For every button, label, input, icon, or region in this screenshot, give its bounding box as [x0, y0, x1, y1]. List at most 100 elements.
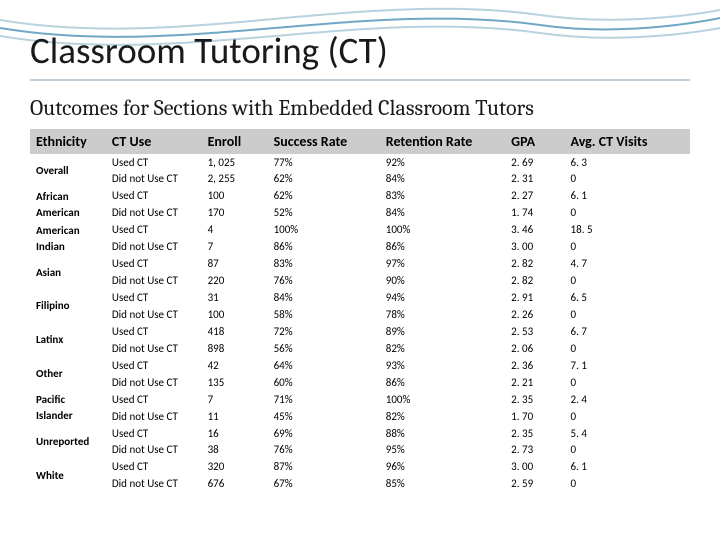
gpa-cell: 2. 53	[505, 323, 564, 340]
success-cell: 71%	[268, 391, 380, 408]
outcomes-table: Ethnicity CT Use Enroll Success Rate Ret…	[30, 129, 690, 493]
visits-cell: 6. 1	[565, 459, 690, 476]
visits-cell: 0	[565, 442, 690, 459]
ct-use-cell: Used CT	[106, 154, 202, 171]
col-ethnicity: Ethnicity	[30, 129, 106, 154]
enroll-cell: 16	[202, 425, 268, 442]
table-row: Did not Use CT10058%78%2. 260	[30, 306, 690, 323]
table-row: LatinxUsed CT41872%89%2. 536. 7	[30, 323, 690, 340]
enroll-cell: 418	[202, 323, 268, 340]
ethnicity-label: White	[30, 459, 106, 493]
table-row: Pacific IslanderUsed CT771%100%2. 352. 4	[30, 391, 690, 408]
gpa-cell: 2. 21	[505, 374, 564, 391]
col-retention: Retention Rate	[380, 129, 505, 154]
table-row: FilipinoUsed CT3184%94%2. 916. 5	[30, 290, 690, 307]
ct-use-cell: Used CT	[106, 323, 202, 340]
visits-cell: 4. 7	[565, 256, 690, 273]
ct-use-cell: Did not Use CT	[106, 239, 202, 256]
ct-use-cell: Did not Use CT	[106, 442, 202, 459]
col-ct-use: CT Use	[106, 129, 202, 154]
retention-cell: 78%	[380, 306, 505, 323]
table-header-row: Ethnicity CT Use Enroll Success Rate Ret…	[30, 129, 690, 154]
col-enroll: Enroll	[202, 129, 268, 154]
success-cell: 67%	[268, 476, 380, 493]
retention-cell: 95%	[380, 442, 505, 459]
visits-cell: 0	[565, 476, 690, 493]
ethnicity-label: Overall	[30, 154, 106, 188]
ct-use-cell: Did not Use CT	[106, 476, 202, 493]
enroll-cell: 170	[202, 205, 268, 222]
visits-cell: 0	[565, 205, 690, 222]
visits-cell: 6. 3	[565, 154, 690, 171]
ethnicity-label: Filipino	[30, 290, 106, 324]
visits-cell: 0	[565, 239, 690, 256]
enroll-cell: 31	[202, 290, 268, 307]
retention-cell: 84%	[380, 171, 505, 188]
ct-use-cell: Did not Use CT	[106, 340, 202, 357]
enroll-cell: 7	[202, 391, 268, 408]
ct-use-cell: Used CT	[106, 459, 202, 476]
visits-cell: 18. 5	[565, 222, 690, 239]
enroll-cell: 38	[202, 442, 268, 459]
gpa-cell: 3. 00	[505, 459, 564, 476]
success-cell: 84%	[268, 290, 380, 307]
table-row: Did not Use CT17052%84%1. 740	[30, 205, 690, 222]
visits-cell: 0	[565, 273, 690, 290]
ethnicity-label: American Indian	[30, 222, 106, 256]
page-title: Classroom Tutoring (CT)	[30, 28, 690, 81]
ethnicity-label: Latinx	[30, 323, 106, 357]
success-cell: 58%	[268, 306, 380, 323]
success-cell: 86%	[268, 239, 380, 256]
table-row: American IndianUsed CT4100%100%3. 4618. …	[30, 222, 690, 239]
retention-cell: 89%	[380, 323, 505, 340]
gpa-cell: 2. 82	[505, 256, 564, 273]
ct-use-cell: Used CT	[106, 290, 202, 307]
gpa-cell: 2. 27	[505, 188, 564, 205]
table-row: Did not Use CT2, 25562%84%2. 310	[30, 171, 690, 188]
col-success: Success Rate	[268, 129, 380, 154]
success-cell: 62%	[268, 171, 380, 188]
gpa-cell: 2. 35	[505, 391, 564, 408]
gpa-cell: 2. 36	[505, 357, 564, 374]
table-row: Did not Use CT22076%90%2. 820	[30, 273, 690, 290]
success-cell: 76%	[268, 273, 380, 290]
ethnicity-label: Pacific Islander	[30, 391, 106, 425]
gpa-cell: 2. 69	[505, 154, 564, 171]
gpa-cell: 2. 59	[505, 476, 564, 493]
retention-cell: 97%	[380, 256, 505, 273]
success-cell: 72%	[268, 323, 380, 340]
visits-cell: 6. 5	[565, 290, 690, 307]
retention-cell: 85%	[380, 476, 505, 493]
retention-cell: 94%	[380, 290, 505, 307]
enroll-cell: 11	[202, 408, 268, 425]
visits-cell: 0	[565, 374, 690, 391]
success-cell: 52%	[268, 205, 380, 222]
ct-use-cell: Used CT	[106, 357, 202, 374]
ct-use-cell: Used CT	[106, 425, 202, 442]
gpa-cell: 2. 31	[505, 171, 564, 188]
enroll-cell: 135	[202, 374, 268, 391]
success-cell: 100%	[268, 222, 380, 239]
table-row: WhiteUsed CT32087%96%3. 006. 1	[30, 459, 690, 476]
gpa-cell: 2. 35	[505, 425, 564, 442]
enroll-cell: 4	[202, 222, 268, 239]
retention-cell: 86%	[380, 239, 505, 256]
ct-use-cell: Did not Use CT	[106, 408, 202, 425]
ethnicity-label: Unreported	[30, 425, 106, 459]
enroll-cell: 87	[202, 256, 268, 273]
success-cell: 69%	[268, 425, 380, 442]
table-row: UnreportedUsed CT1669%88%2. 355. 4	[30, 425, 690, 442]
ethnicity-label: Other	[30, 357, 106, 391]
table-row: OtherUsed CT4264%93%2. 367. 1	[30, 357, 690, 374]
success-cell: 76%	[268, 442, 380, 459]
retention-cell: 82%	[380, 408, 505, 425]
ct-use-cell: Used CT	[106, 391, 202, 408]
retention-cell: 83%	[380, 188, 505, 205]
table-row: Did not Use CT89856%82%2. 060	[30, 340, 690, 357]
table-row: Did not Use CT13560%86%2. 210	[30, 374, 690, 391]
retention-cell: 100%	[380, 391, 505, 408]
gpa-cell: 1. 70	[505, 408, 564, 425]
table-row: Did not Use CT1145%82%1. 700	[30, 408, 690, 425]
visits-cell: 0	[565, 306, 690, 323]
success-cell: 45%	[268, 408, 380, 425]
